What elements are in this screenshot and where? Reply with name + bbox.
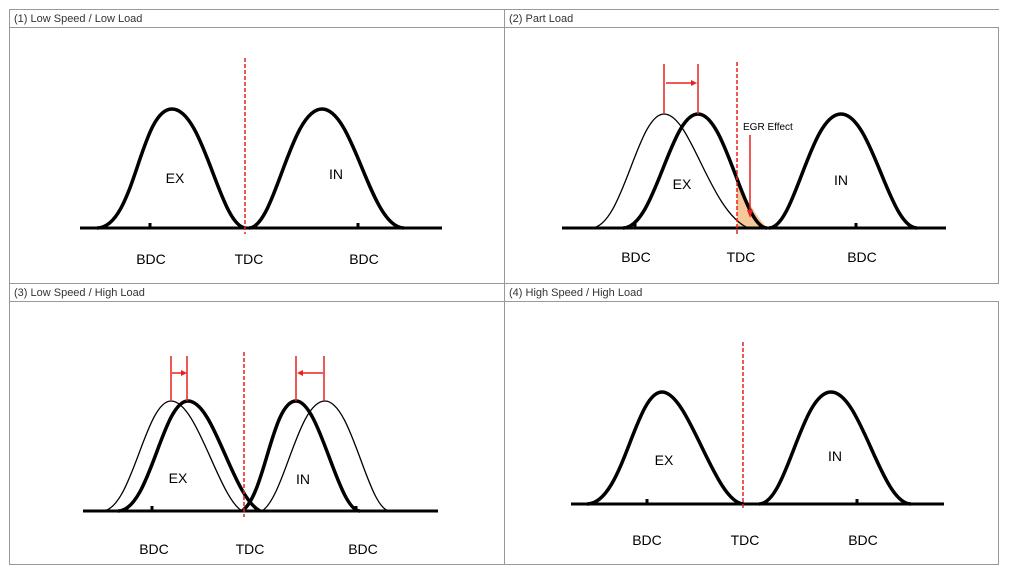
egr-arrow-head — [747, 210, 753, 218]
ex-label: EX — [673, 176, 692, 192]
panel-part-load: (2) Part Load EGR Effect EX IN BDC TDC B… — [505, 10, 999, 283]
exhaust-curve-retarded — [117, 399, 261, 513]
panel-3-diagram: EX IN BDC TDC BDC — [83, 352, 438, 557]
panel-high-speed-high-load: (4) High Speed / High Load EX IN BDC TDC… — [505, 284, 999, 565]
panel-4-diagram: EX IN BDC TDC BDC — [571, 342, 944, 548]
panel-title: (4) High Speed / High Load — [505, 284, 999, 302]
shift-arrow-head — [691, 80, 697, 86]
in-label: IN — [828, 448, 842, 464]
intake-curve-original — [261, 400, 391, 512]
panel-title: (1) Low Speed / Low Load — [10, 10, 504, 28]
exhaust-valve-curve — [96, 107, 247, 230]
bdc-label-left: BDC — [632, 532, 662, 548]
bdc-label-right: BDC — [349, 251, 379, 267]
bdc-label-right: BDC — [348, 541, 378, 557]
in-label: IN — [329, 166, 343, 182]
intake-valve-curve — [758, 390, 912, 506]
intake-valve-curve — [768, 112, 918, 230]
panel-2-diagram: EGR Effect EX IN BDC TDC BDC — [562, 62, 946, 265]
ex-label: EX — [166, 170, 185, 186]
bdc-label-right: BDC — [847, 249, 877, 265]
in-label: IN — [296, 471, 310, 487]
egr-effect-label: EGR Effect — [743, 122, 793, 133]
panel-low-speed-low-load: (1) Low Speed / Low Load EX IN BDC TDC B… — [10, 10, 504, 283]
intake-curve-advanced — [240, 399, 361, 513]
panel-1-diagram: EX IN BDC TDC BDC — [80, 58, 442, 267]
tdc-label: TDC — [236, 541, 265, 557]
grid-divider-vertical — [504, 10, 505, 564]
ex-label: EX — [655, 452, 674, 468]
bdc-label-left: BDC — [621, 249, 651, 265]
panel-low-speed-high-load: (3) Low Speed / High Load EX IN BDC TDC … — [10, 284, 504, 565]
bdc-label-left: BDC — [136, 251, 166, 267]
in-label: IN — [834, 172, 848, 188]
exhaust-valve-curve — [586, 390, 745, 506]
panel-title: (2) Part Load — [505, 10, 999, 28]
tdc-label: TDC — [727, 249, 756, 265]
bdc-label-left: BDC — [139, 541, 169, 557]
exhaust-curve-retarded — [622, 112, 768, 230]
tdc-label: TDC — [731, 532, 760, 548]
intake-valve-curve — [248, 107, 405, 230]
grid-divider-horizontal — [10, 283, 998, 284]
egr-overlap-area — [737, 179, 767, 228]
exhaust-curve-original — [590, 113, 749, 229]
diagram-grid: (1) Low Speed / Low Load EX IN BDC TDC B… — [9, 9, 999, 565]
panel-title: (3) Low Speed / High Load — [10, 284, 504, 302]
bdc-label-right: BDC — [848, 532, 878, 548]
tdc-label: TDC — [235, 251, 264, 267]
ex-shift-arrow-head — [181, 370, 187, 376]
ex-label: EX — [169, 470, 188, 486]
in-shift-arrow-head — [297, 370, 303, 376]
